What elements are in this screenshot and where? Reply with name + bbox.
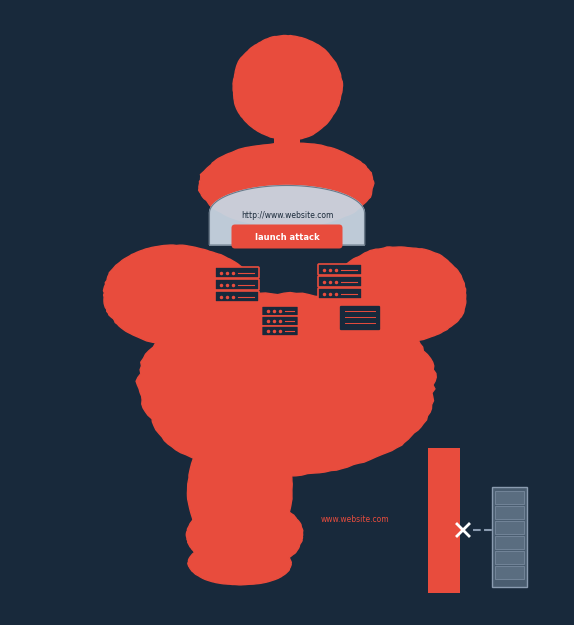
Bar (495, 551, 524, 564)
FancyBboxPatch shape (262, 326, 298, 336)
Bar (492, 487, 527, 587)
FancyBboxPatch shape (318, 264, 362, 275)
Polygon shape (103, 245, 252, 346)
Bar (495, 491, 524, 504)
FancyBboxPatch shape (339, 305, 381, 331)
FancyBboxPatch shape (215, 291, 259, 302)
FancyBboxPatch shape (231, 224, 343, 249)
FancyBboxPatch shape (215, 279, 259, 290)
FancyBboxPatch shape (318, 288, 362, 299)
Text: launch attack: launch attack (255, 232, 319, 241)
Polygon shape (210, 186, 364, 245)
FancyBboxPatch shape (215, 267, 259, 278)
Polygon shape (188, 541, 291, 585)
Polygon shape (187, 500, 303, 570)
FancyBboxPatch shape (262, 306, 298, 316)
Bar (495, 521, 524, 534)
Polygon shape (136, 292, 436, 477)
FancyBboxPatch shape (262, 316, 298, 326)
Polygon shape (188, 417, 292, 561)
Text: www.website.com: www.website.com (321, 516, 389, 524)
Bar (495, 536, 524, 549)
Bar (428, 448, 460, 593)
Bar (495, 566, 524, 579)
Bar (495, 506, 524, 519)
Polygon shape (233, 36, 343, 141)
FancyBboxPatch shape (318, 276, 362, 287)
Polygon shape (330, 247, 466, 342)
Polygon shape (199, 143, 374, 227)
FancyBboxPatch shape (274, 132, 300, 158)
Text: http://www.website.com: http://www.website.com (241, 211, 333, 221)
